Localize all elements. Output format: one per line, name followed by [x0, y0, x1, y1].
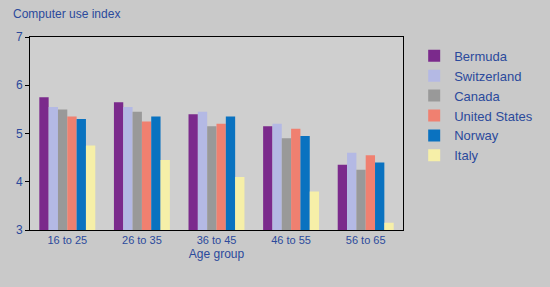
- svg-text:United States: United States: [454, 109, 533, 124]
- svg-text:6: 6: [16, 78, 23, 92]
- svg-text:5: 5: [16, 127, 23, 141]
- svg-text:4: 4: [16, 175, 23, 189]
- svg-text:36 to 45: 36 to 45: [197, 234, 237, 246]
- svg-text:Switzerland: Switzerland: [454, 69, 521, 84]
- svg-text:56 to 65: 56 to 65: [346, 234, 386, 246]
- svg-text:26 to 35: 26 to 35: [122, 234, 162, 246]
- svg-text:Bermuda: Bermuda: [454, 49, 508, 64]
- svg-text:Norway: Norway: [454, 128, 499, 143]
- svg-text:46 to 55: 46 to 55: [271, 234, 311, 246]
- svg-text:Canada: Canada: [454, 89, 500, 104]
- svg-text:Italy: Italy: [454, 148, 478, 163]
- svg-text:Age group: Age group: [189, 247, 245, 261]
- svg-text:Computer use index: Computer use index: [13, 7, 120, 21]
- svg-text:16 to 25: 16 to 25: [47, 234, 87, 246]
- svg-text:3: 3: [16, 223, 23, 237]
- svg-text:7: 7: [16, 30, 23, 44]
